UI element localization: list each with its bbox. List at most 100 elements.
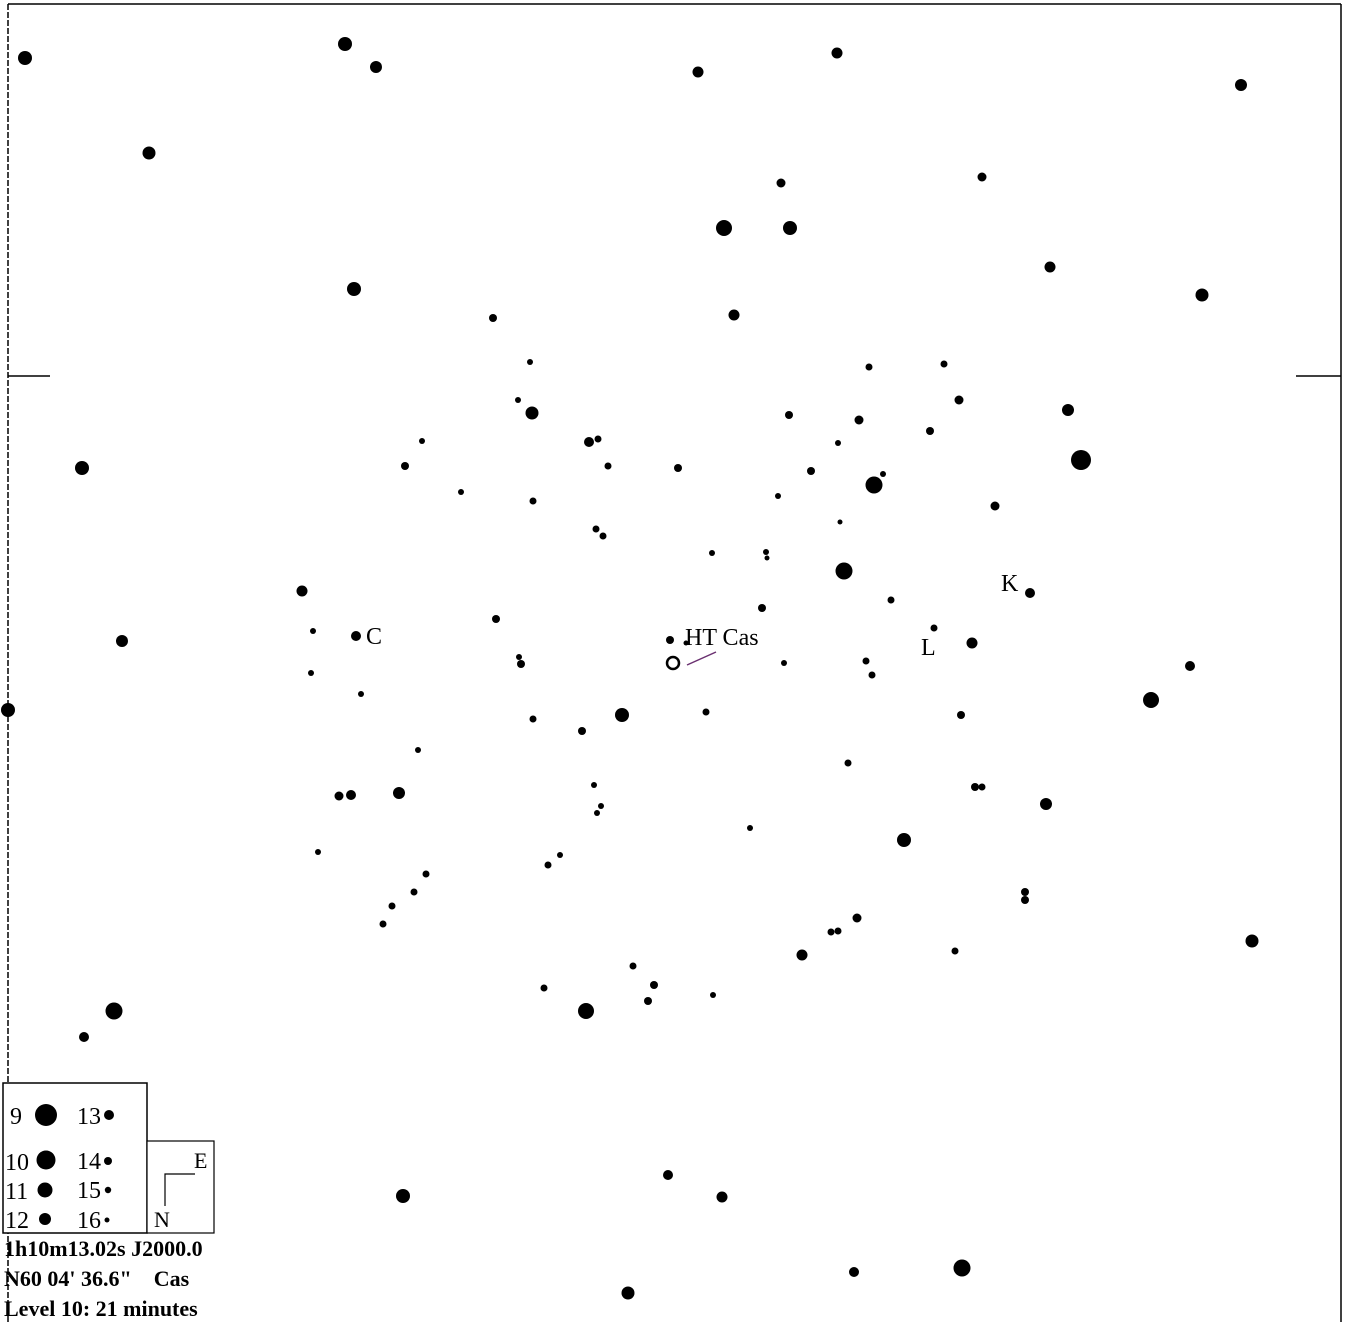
star-19 — [940, 360, 948, 368]
legend-mag-12: 12 — [5, 1208, 29, 1234]
star-46 — [709, 550, 715, 556]
star-16 — [728, 309, 740, 321]
star-57 — [116, 635, 128, 647]
star-111 — [578, 1003, 594, 1019]
star-18 — [865, 363, 873, 371]
star-40 — [529, 497, 537, 505]
star-93 — [422, 870, 430, 878]
star-26 — [75, 461, 89, 475]
star-1 — [18, 51, 32, 65]
star-55 — [310, 628, 316, 634]
star-83 — [393, 787, 405, 799]
star-73 — [529, 715, 537, 723]
star-69 — [1, 703, 15, 717]
star-94 — [410, 888, 418, 896]
star-76 — [578, 727, 586, 735]
star-48 — [764, 555, 770, 561]
star-9 — [977, 172, 987, 182]
coordinates-dec: N60 04' 36.6" Cas — [4, 1266, 190, 1291]
star-11 — [783, 221, 797, 235]
star-45 — [599, 532, 607, 540]
star-108 — [644, 997, 652, 1005]
star-27 — [419, 438, 425, 444]
magnitude-legend: 9 10 11 12 13 14 15 16 — [2, 1082, 148, 1234]
star-102 — [1245, 934, 1259, 948]
star-50 — [296, 585, 308, 597]
star-107 — [540, 984, 548, 992]
star-6 — [831, 47, 843, 59]
star-31 — [604, 462, 612, 470]
star-47 — [763, 549, 769, 555]
star-68 — [308, 670, 314, 676]
star-99 — [852, 913, 862, 923]
legend-dot-16 — [104, 1217, 110, 1223]
orientation-arrows — [164, 1173, 195, 1206]
star-2 — [338, 37, 352, 51]
star-118 — [621, 1286, 635, 1300]
star-105 — [629, 962, 637, 970]
star-60 — [930, 624, 938, 632]
legend-mag-14: 14 — [77, 1149, 101, 1175]
star-25 — [1062, 404, 1074, 416]
star-32 — [674, 464, 682, 472]
star-61 — [966, 637, 978, 649]
star-5 — [692, 66, 704, 78]
star-97 — [388, 902, 396, 910]
star-117 — [849, 1267, 859, 1277]
star-38 — [880, 471, 886, 477]
star-59 — [683, 640, 689, 646]
star-65 — [862, 657, 870, 665]
legend-dot-15 — [104, 1186, 112, 1194]
legend-dot-13 — [104, 1110, 114, 1120]
star-71 — [615, 708, 629, 722]
star-22 — [525, 406, 539, 420]
star-74 — [957, 711, 965, 719]
star-82 — [346, 790, 356, 800]
orientation-east-label: E — [194, 1148, 207, 1173]
comp-label-l: L — [921, 635, 936, 661]
target-pointer-line — [686, 651, 717, 666]
comp-label-k: K — [1001, 571, 1019, 597]
chart-frame — [7, 3, 1342, 1322]
star-34 — [926, 427, 934, 435]
star-35 — [1071, 450, 1091, 470]
star-79 — [971, 783, 979, 791]
star-87 — [1040, 798, 1052, 810]
star-8 — [776, 178, 786, 188]
star-98 — [379, 920, 387, 928]
star-86 — [594, 810, 600, 816]
star-10 — [716, 220, 732, 236]
star-92 — [544, 861, 552, 869]
orientation-north-label: N — [154, 1207, 170, 1232]
star-63 — [517, 660, 525, 668]
star-37 — [865, 476, 883, 494]
star-95 — [1021, 888, 1029, 896]
star-54 — [492, 615, 500, 623]
star-116 — [953, 1259, 971, 1277]
star-115 — [716, 1191, 728, 1203]
star-3 — [370, 61, 382, 73]
coordinates-ra: 1h10m13.02s J2000.0 — [4, 1236, 203, 1261]
star-100 — [827, 928, 835, 936]
star-13 — [1195, 288, 1209, 302]
legend-mag-15: 15 — [77, 1178, 101, 1204]
star-36 — [807, 467, 815, 475]
star-29 — [584, 437, 594, 447]
star-110 — [105, 1002, 123, 1020]
star-106 — [650, 981, 658, 989]
star-67 — [1185, 661, 1195, 671]
star-39 — [458, 489, 464, 495]
star-85 — [598, 803, 604, 809]
chart-level: Level 10: 21 minutes — [4, 1296, 198, 1321]
star-49 — [835, 562, 853, 580]
star-14 — [347, 282, 361, 296]
legend-mag-11: 11 — [5, 1179, 28, 1205]
orientation-box — [146, 1140, 215, 1234]
target-variable: HT Cas — [665, 625, 759, 671]
star-51 — [1025, 588, 1035, 598]
legend-mag-16: 16 — [77, 1208, 101, 1234]
star-7 — [1235, 79, 1247, 91]
legend-mag-13: 13 — [77, 1104, 101, 1130]
star-90 — [315, 849, 321, 855]
star-24 — [854, 415, 864, 425]
